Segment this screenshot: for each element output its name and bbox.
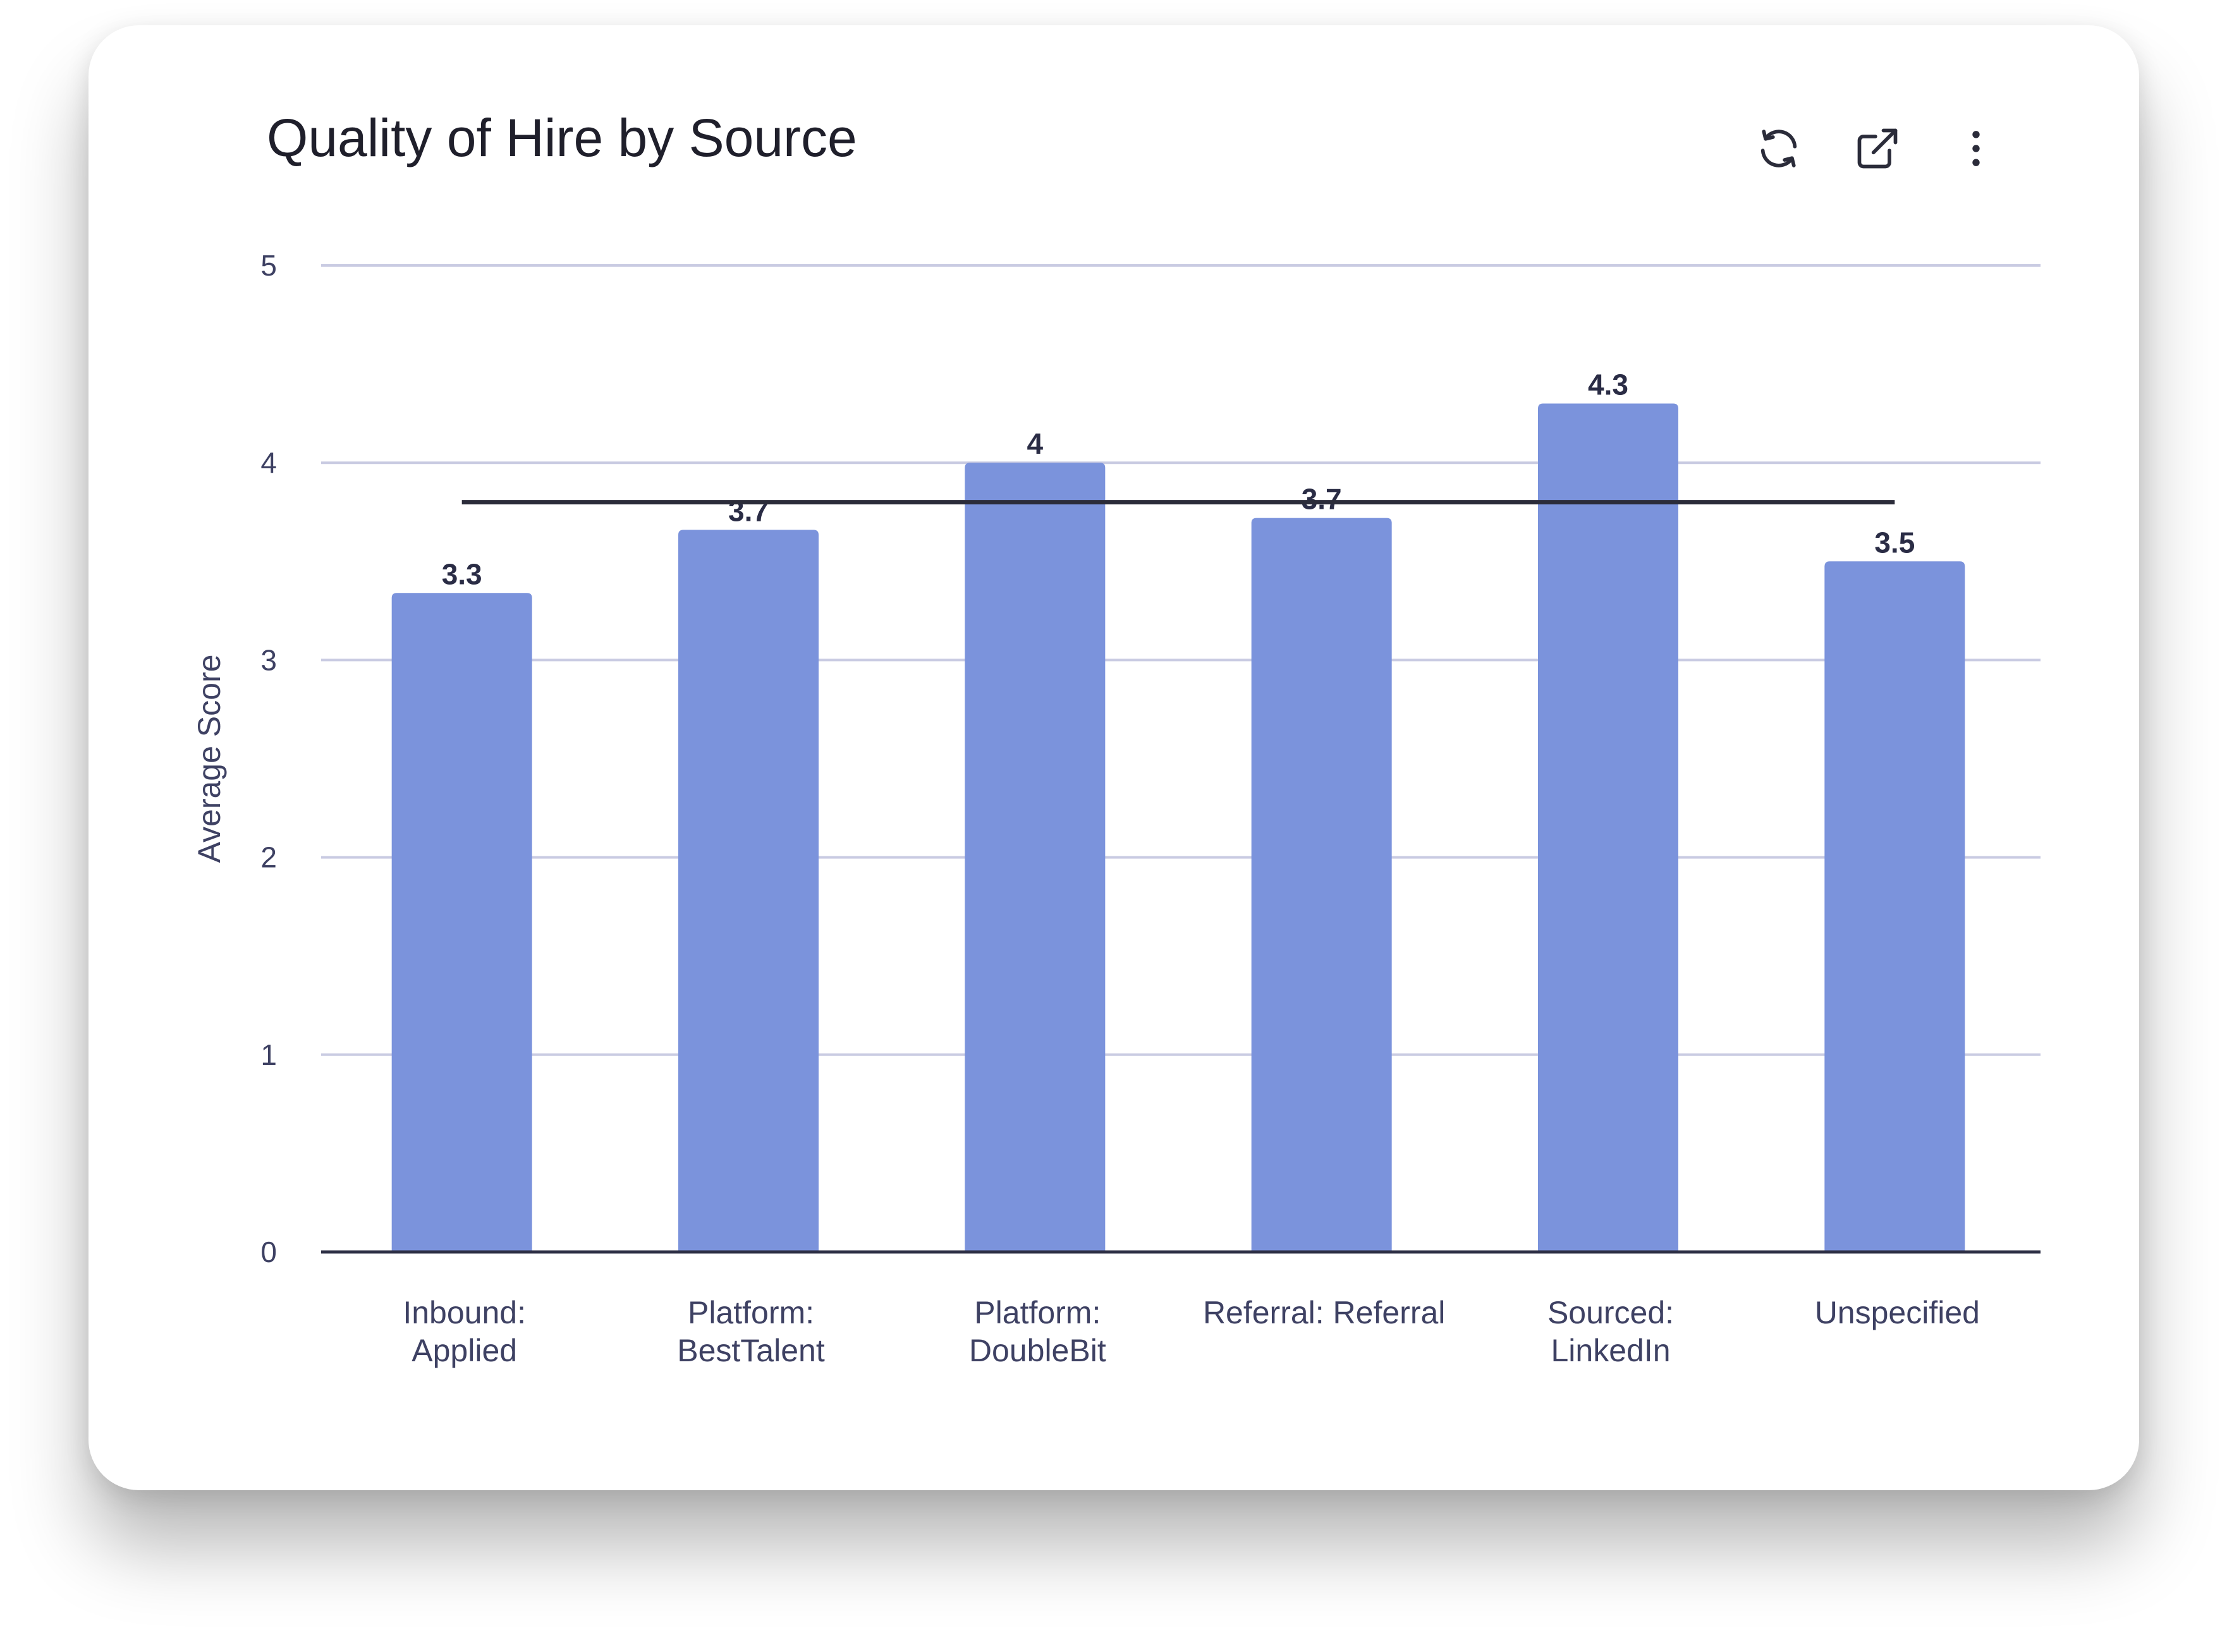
y-tick-label: 2 — [260, 841, 277, 874]
data-label: 3.3 — [442, 557, 482, 590]
open-external-button[interactable] — [1849, 120, 1906, 177]
x-tick-label: Applied — [412, 1333, 517, 1368]
y-tick-label: 5 — [260, 249, 277, 282]
data-label: 3.7 — [1302, 483, 1342, 516]
bar — [1538, 403, 1678, 1252]
x-tick-label: BestTalent — [677, 1333, 825, 1368]
bar — [391, 593, 532, 1253]
x-tick-label: Referral: Referral — [1203, 1295, 1445, 1330]
refresh-icon — [1760, 130, 1797, 167]
x-tick-label: Unspecified — [1815, 1295, 1980, 1330]
x-tick-label: DoubleBit — [969, 1333, 1106, 1368]
x-tick-label: Sourced: — [1547, 1295, 1674, 1330]
y-tick-label: 0 — [260, 1236, 277, 1268]
y-tick-label: 4 — [260, 446, 277, 479]
more-vertical-icon — [1972, 131, 1980, 166]
bar — [965, 463, 1106, 1253]
bar — [678, 530, 819, 1252]
x-tick-label: Platform: — [974, 1295, 1101, 1330]
data-label: 4 — [1027, 427, 1044, 460]
y-tick-label: 1 — [260, 1038, 277, 1071]
x-tick-label: Platform: — [688, 1295, 814, 1330]
data-label: 3.7 — [728, 494, 769, 527]
y-tick-label: 3 — [260, 643, 277, 676]
more-options-button[interactable] — [1948, 120, 2004, 177]
y-axis-label: Average Score — [192, 655, 227, 863]
open-external-icon — [1857, 128, 1898, 169]
bar — [1824, 561, 1965, 1252]
card-title: Quality of Hire by Source — [267, 108, 857, 167]
bar — [1251, 518, 1392, 1253]
x-tick-label: Inbound: — [403, 1295, 526, 1330]
refresh-button[interactable] — [1750, 120, 1807, 177]
data-label: 4.3 — [1588, 368, 1628, 401]
data-label: 3.5 — [1874, 526, 1915, 559]
x-tick-label: LinkedIn — [1551, 1333, 1670, 1368]
